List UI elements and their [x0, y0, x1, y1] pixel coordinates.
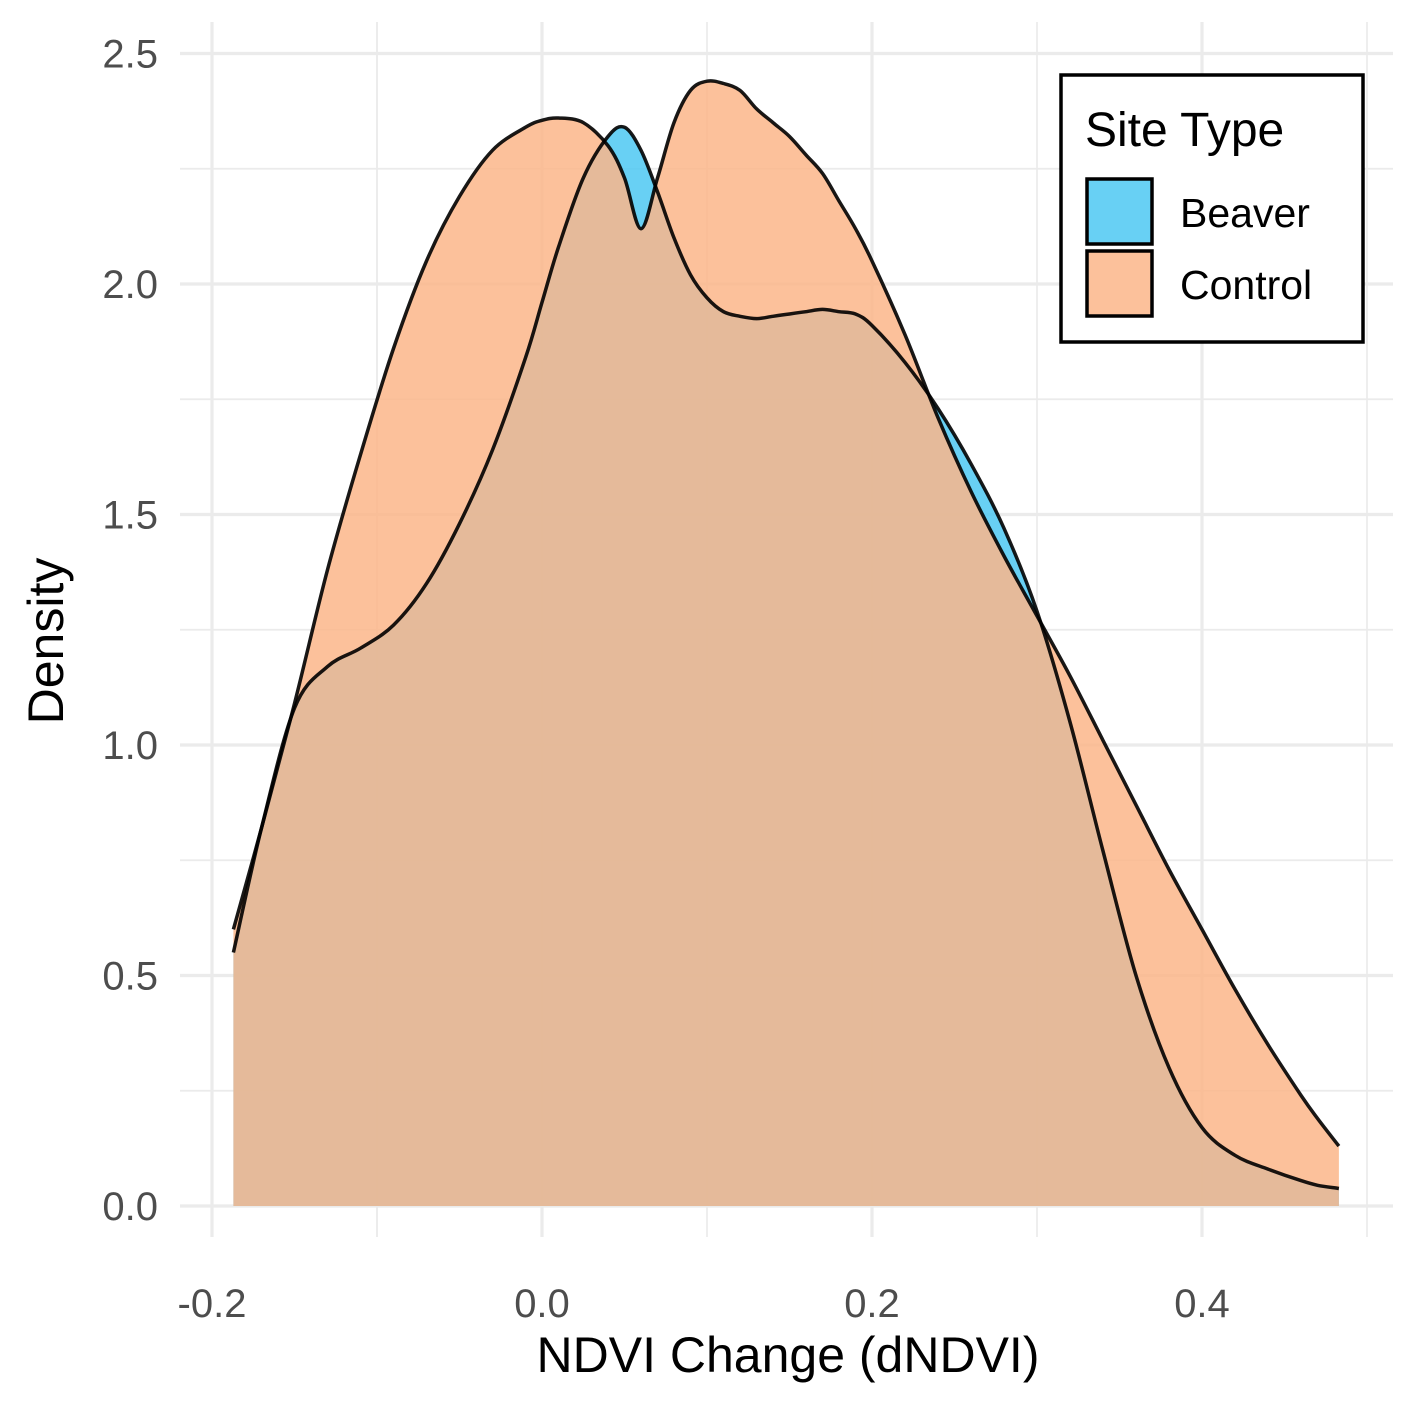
y-tick-label: 0.5: [102, 955, 158, 999]
x-tick-label: 0.4: [1174, 1282, 1230, 1326]
x-tick-label: 0.0: [514, 1282, 570, 1326]
legend-label-control: Control: [1180, 262, 1312, 308]
y-tick-label: 2.0: [102, 263, 158, 307]
legend-title: Site Type: [1085, 104, 1284, 157]
density-area-control: [233, 80, 1339, 1207]
density-fills: [233, 80, 1339, 1207]
legend-label-beaver: Beaver: [1180, 190, 1310, 236]
density-outlines: [231, 79, 1341, 1191]
density-outline-beaver: [231, 124, 1340, 1191]
legend: Site Type Beaver Control: [1059, 73, 1365, 344]
legend-swatch-beaver: [1085, 177, 1154, 246]
x-tick-labels: -0.2 0.0 0.2 0.4: [178, 1282, 1230, 1326]
density-areas: [231, 79, 1341, 1207]
density-outline-control: [231, 79, 1341, 1148]
x-tick-label: -0.2: [178, 1282, 247, 1326]
x-tick-label: 0.2: [844, 1282, 900, 1326]
y-tick-labels: 0.0 0.5 1.0 1.5 2.0 2.5: [102, 33, 158, 1230]
y-axis-title: Density: [18, 558, 74, 725]
y-tick-label: 1.0: [102, 724, 158, 768]
y-tick-label: 2.5: [102, 33, 158, 77]
x-axis-title: NDVI Change (dNDVI): [537, 1327, 1040, 1383]
y-tick-label: 1.5: [102, 494, 158, 538]
legend-swatch-control: [1085, 249, 1154, 318]
y-tick-label: 0.0: [102, 1185, 158, 1229]
